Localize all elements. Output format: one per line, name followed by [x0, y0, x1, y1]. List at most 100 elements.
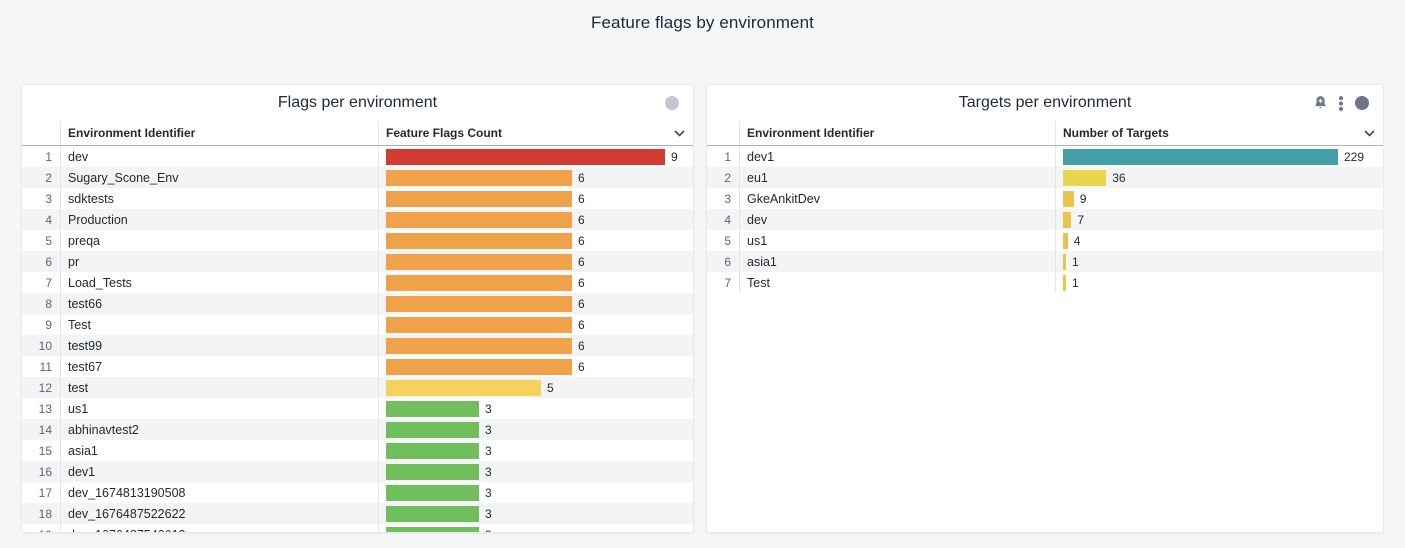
value-bar — [386, 190, 572, 207]
value-bar — [386, 358, 572, 375]
row-index: 7 — [22, 272, 61, 293]
bar-value-label: 3 — [485, 464, 492, 479]
value-bar — [1063, 253, 1066, 270]
bar-value-label: 3 — [485, 485, 492, 500]
bar-value-label: 1 — [1072, 254, 1079, 269]
column-header-environment-identifier[interactable]: Environment Identifier — [61, 121, 379, 145]
value-bar — [386, 274, 572, 291]
environment-identifier: test67 — [61, 356, 379, 377]
environment-identifier: dev1 — [740, 146, 1056, 167]
table-header-row: Environment Identifier Number of Targets — [707, 121, 1383, 146]
table-row: 17 dev_1674813190508 3 — [22, 482, 693, 503]
environment-identifier: preqa — [61, 230, 379, 251]
value-bar — [386, 421, 479, 438]
row-index: 16 — [22, 461, 61, 482]
row-index: 19 — [22, 524, 61, 532]
table-row: 1 dev 9 — [22, 146, 693, 167]
environment-identifier: dev — [61, 146, 379, 167]
bar-value-label: 9 — [1079, 191, 1087, 206]
kebab-menu-icon[interactable] — [1339, 95, 1343, 111]
table-row: 7 Load_Tests 6 — [22, 272, 693, 293]
table-row: 6 asia1 1 — [707, 251, 1383, 272]
row-index: 2 — [707, 167, 740, 188]
value-bar — [386, 169, 572, 186]
environment-identifier: dev — [740, 209, 1056, 230]
value-bar — [386, 337, 572, 354]
bar-value-label: 6 — [578, 317, 585, 332]
value-bar — [386, 295, 572, 312]
value-bar — [386, 442, 479, 459]
bar-value-label: 6 — [578, 170, 585, 185]
environment-identifier: sdktests — [61, 188, 379, 209]
value-bar — [386, 148, 665, 165]
globe-icon — [1354, 95, 1370, 111]
bar-value-label: 6 — [578, 296, 585, 311]
bar-value-label: 6 — [578, 359, 585, 374]
bar-value-label: 7 — [1077, 212, 1085, 227]
bar-value-label: 3 — [485, 443, 492, 458]
dashboard-title: Feature flags by environment — [591, 13, 814, 32]
environment-identifier: dev_1676487522622 — [61, 503, 379, 524]
bar-value-label: 9 — [671, 149, 678, 164]
value-bar — [1063, 232, 1068, 249]
chevron-down-icon[interactable] — [674, 129, 685, 137]
environment-identifier: test66 — [61, 293, 379, 314]
table-row: 7 Test 1 — [707, 272, 1383, 293]
row-index: 3 — [22, 188, 61, 209]
table-row: 19 dev_1676487546612 3 — [22, 524, 693, 533]
table-header-row: Environment Identifier Feature Flags Cou… — [22, 121, 693, 146]
table-row: 11 test67 6 — [22, 356, 693, 377]
table-row: 2 Sugary_Scone_Env 6 — [22, 167, 693, 188]
environment-identifier: test99 — [61, 335, 379, 356]
row-index: 8 — [22, 293, 61, 314]
environment-identifier: abhinavtest2 — [61, 419, 379, 440]
row-index: 4 — [22, 209, 61, 230]
table-row: 1 dev1 229 — [707, 146, 1383, 167]
bar-value-label: 229 — [1344, 149, 1365, 164]
value-bar — [1063, 148, 1338, 165]
environment-identifier: pr — [61, 251, 379, 272]
table-body: 1 dev1 229 2 eu1 36 3 GkeAnkitDev — [707, 146, 1383, 293]
environment-identifier: asia1 — [61, 440, 379, 461]
bar-value-label: 6 — [578, 191, 585, 206]
table-row: 4 dev 7 — [707, 209, 1383, 230]
column-header-feature-flags-count[interactable]: Feature Flags Count — [379, 121, 693, 145]
row-index: 15 — [22, 440, 61, 461]
table-row: 5 us1 4 — [707, 230, 1383, 251]
value-bar — [1063, 190, 1074, 207]
table-row: 4 Production 6 — [22, 209, 693, 230]
bar-value-label: 3 — [485, 528, 492, 533]
bar-value-label: 6 — [578, 233, 585, 248]
table-row: 13 us1 3 — [22, 398, 693, 419]
row-index: 12 — [22, 377, 61, 398]
bar-value-label: 6 — [578, 254, 585, 269]
environment-identifier: GkeAnkitDev — [740, 188, 1056, 209]
environment-identifier: us1 — [61, 398, 379, 419]
column-header-number-of-targets[interactable]: Number of Targets — [1056, 121, 1383, 145]
row-index: 1 — [707, 146, 740, 167]
table-row: 8 test66 6 — [22, 293, 693, 314]
table-row: 10 test99 6 — [22, 335, 693, 356]
environment-identifier: dev_1676487546612 — [61, 524, 379, 532]
bar-value-label: 36 — [1112, 170, 1126, 185]
table-row: 15 asia1 3 — [22, 440, 693, 461]
row-index: 7 — [707, 272, 740, 293]
globe-icon — [664, 95, 680, 111]
chevron-down-icon[interactable] — [1364, 129, 1375, 137]
table-row: 2 eu1 36 — [707, 167, 1383, 188]
value-bar — [1063, 211, 1072, 228]
environment-identifier: Production — [61, 209, 379, 230]
bell-plus-icon[interactable] — [1313, 95, 1328, 111]
row-index: 6 — [707, 251, 740, 272]
row-index: 1 — [22, 146, 61, 167]
environment-identifier: Test — [61, 314, 379, 335]
environment-identifier: Sugary_Scone_Env — [61, 167, 379, 188]
value-bar — [386, 400, 479, 417]
row-index: 18 — [22, 503, 61, 524]
column-header-environment-identifier[interactable]: Environment Identifier — [740, 121, 1056, 145]
row-index: 9 — [22, 314, 61, 335]
table-row: 5 preqa 6 — [22, 230, 693, 251]
row-index: 14 — [22, 419, 61, 440]
row-index: 11 — [22, 356, 61, 377]
value-bar — [386, 463, 479, 480]
